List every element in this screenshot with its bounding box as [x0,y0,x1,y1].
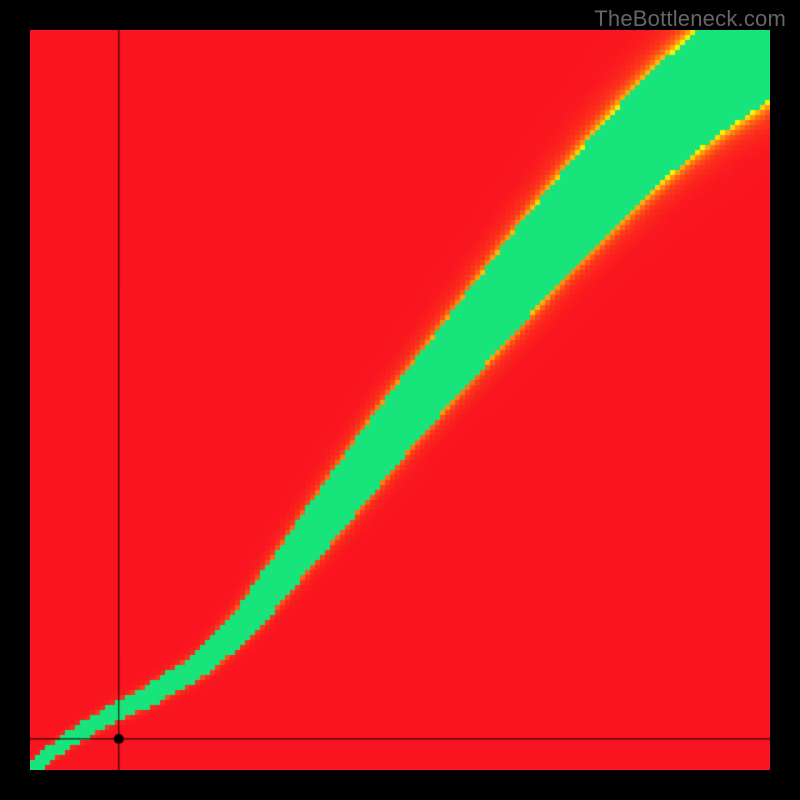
chart-container: TheBottleneck.com [0,0,800,800]
watermark-text: TheBottleneck.com [594,6,786,32]
plot-area [30,30,770,770]
heatmap-canvas [30,30,770,770]
